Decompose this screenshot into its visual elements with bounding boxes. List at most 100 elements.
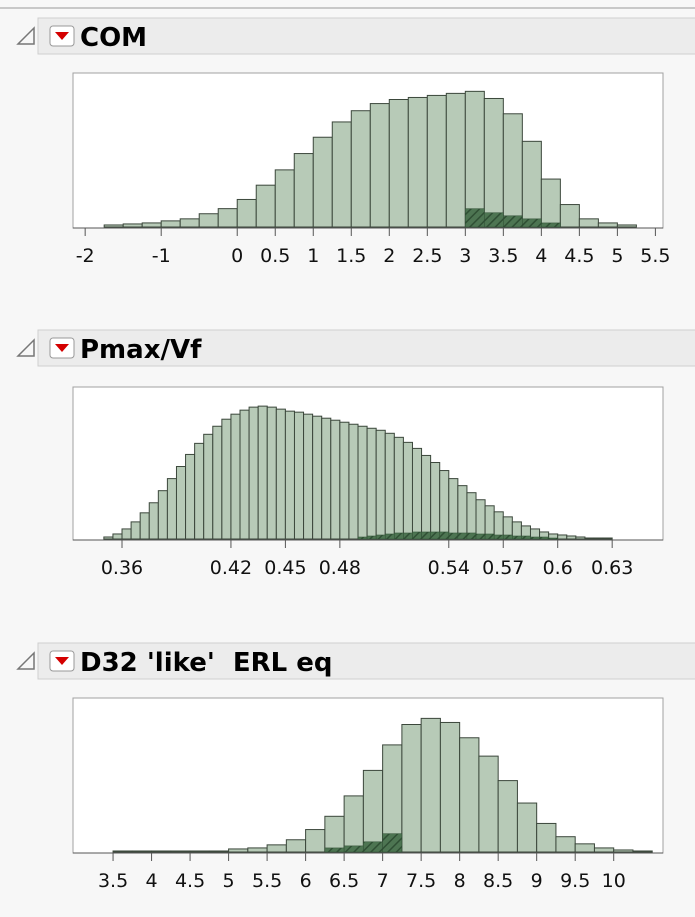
x-tick-label: 4.5: [175, 870, 205, 892]
histogram-bar: [121, 528, 132, 540]
highlight-bar: [382, 833, 403, 853]
x-tick-label: 4: [146, 870, 158, 892]
histogram-bar: [230, 413, 241, 540]
histogram-bar: [407, 96, 428, 228]
x-tick-label: -2: [76, 245, 95, 267]
x-tick-label: 0.48: [319, 557, 361, 579]
histogram-bar: [285, 839, 307, 853]
histogram-bar: [312, 415, 323, 540]
histogram-bar: [339, 421, 350, 540]
highlight-bar: [363, 841, 383, 853]
histogram-bar: [208, 850, 230, 853]
histogram-bar: [593, 847, 615, 853]
histogram-bar: [466, 492, 477, 540]
histogram-bar: [357, 425, 368, 540]
histogram-bar: [236, 198, 257, 228]
histogram-bar: [166, 478, 177, 540]
histogram-bar: [478, 755, 499, 853]
x-tick-label: 5: [223, 870, 235, 892]
x-tick-label: 4: [535, 245, 547, 267]
highlight-bar: [412, 531, 422, 540]
histogram-bar: [602, 537, 613, 540]
histogram-bar: [257, 405, 268, 540]
histogram-bar: [375, 429, 386, 540]
collapse-triangle[interactable]: [16, 651, 35, 670]
histogram-bar: [439, 721, 461, 853]
histogram-bar: [131, 850, 153, 853]
histogram-bar: [221, 418, 232, 540]
histogram-bar: [464, 90, 485, 228]
histogram-bar: [613, 849, 634, 853]
histogram-bar: [575, 536, 586, 540]
histogram-bar: [584, 537, 595, 540]
histogram-bar: [212, 425, 223, 540]
highlight-bar: [502, 534, 513, 540]
collapse-triangle[interactable]: [16, 338, 35, 357]
menu-arrow: [55, 32, 69, 40]
x-tick-label: 0.6: [543, 557, 573, 579]
highlight-bar: [375, 534, 386, 540]
x-tick-label: 7: [377, 870, 389, 892]
histogram-bar: [475, 499, 486, 540]
histogram-bar: [112, 533, 123, 540]
highlight-bar: [484, 212, 504, 228]
panel-title: D32 'like' ERL eq: [80, 648, 333, 678]
x-tick-label: 4.5: [564, 245, 594, 267]
histogram-bar: [255, 184, 276, 228]
highlight-bar: [548, 537, 558, 540]
highlight-bar: [475, 533, 486, 540]
histogram-bar: [557, 534, 568, 540]
highlight-bar: [357, 536, 368, 540]
histogram-bar: [402, 441, 413, 540]
histogram-bar: [198, 213, 219, 228]
menu-arrow: [55, 344, 69, 352]
histogram-bar: [393, 436, 404, 540]
histogram-bar: [312, 136, 333, 228]
histogram-bar: [203, 433, 214, 540]
x-tick-label: 0.36: [101, 557, 143, 579]
histogram-bar: [497, 780, 518, 853]
histogram-bar: [593, 537, 604, 540]
collapse-triangle[interactable]: [16, 26, 35, 45]
highlight-bar: [384, 533, 395, 540]
histogram-bar: [457, 485, 468, 540]
highlight-bar: [324, 847, 345, 853]
histogram-bar: [228, 848, 249, 853]
histogram-bar: [305, 829, 326, 853]
histogram-bar: [130, 521, 141, 540]
histogram-bar: [157, 490, 168, 540]
highlight-bar: [512, 535, 522, 540]
histogram-bar: [284, 410, 295, 540]
histogram-bar: [141, 222, 162, 228]
histogram-bar: [343, 795, 364, 853]
histogram-bar: [122, 223, 143, 228]
histogram-bar: [170, 850, 191, 853]
panel-title: Pmax/Vf: [80, 335, 202, 365]
highlight-bar: [439, 531, 450, 540]
header-bar: [37, 329, 695, 367]
histogram-bar: [362, 769, 384, 853]
histogram-bar: [348, 423, 359, 540]
histogram-bar: [536, 822, 557, 853]
histogram-bar: [266, 844, 287, 853]
histogram-bar: [330, 419, 341, 540]
x-tick-label: 8.5: [483, 870, 513, 892]
highlight-bar: [539, 536, 549, 540]
highlight-bar: [343, 845, 364, 853]
histogram-bar: [293, 153, 314, 228]
histogram-bar: [384, 432, 395, 540]
x-tick-label: 9.5: [560, 870, 590, 892]
highlight-bar: [448, 532, 459, 540]
histogram-bar: [555, 836, 576, 853]
histogram-bar: [189, 850, 210, 853]
histogram-bar: [566, 535, 577, 540]
x-tick-label: 0.57: [482, 557, 524, 579]
x-tick-label: 3.5: [98, 870, 128, 892]
histogram-bar: [103, 224, 124, 228]
histogram-bar: [160, 220, 181, 228]
highlight-bar: [466, 532, 477, 540]
histogram-bar: [366, 427, 377, 540]
histogram-bar: [597, 222, 618, 228]
x-tick-label: 1: [307, 245, 319, 267]
